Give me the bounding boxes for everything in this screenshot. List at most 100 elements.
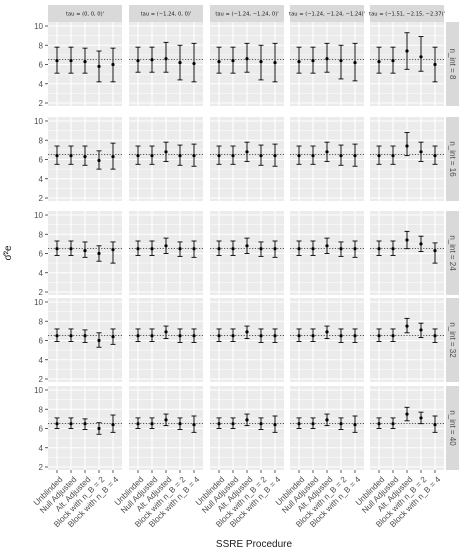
mean-point	[259, 247, 263, 251]
column-strip-label: tau = (−1.51, −2.15, −2.37)'	[369, 12, 445, 18]
column-strip-label: tau = (−1.24, 0, 0)'	[141, 12, 192, 18]
mean-point	[83, 249, 87, 253]
row-strip	[446, 386, 459, 470]
mean-point	[83, 60, 87, 64]
mean-point	[83, 155, 87, 159]
mean-point	[217, 60, 221, 64]
mean-point	[377, 422, 381, 426]
mean-point	[69, 247, 73, 251]
mean-point	[311, 154, 315, 158]
mean-point	[273, 334, 277, 338]
mean-point	[55, 422, 59, 426]
mean-point	[391, 247, 395, 251]
mean-point	[178, 334, 182, 338]
mean-point	[164, 150, 168, 154]
mean-point	[259, 422, 263, 426]
mean-point	[136, 247, 140, 251]
y-tick-label: 2	[39, 288, 44, 297]
mean-point	[273, 60, 277, 65]
column-strip-label: tau = (−1.24, −1.24, −1.24)'	[289, 12, 365, 18]
mean-point	[419, 55, 423, 59]
mean-point	[231, 422, 235, 426]
row-strip-label: n_int = 40	[448, 410, 457, 446]
y-tick-label: 4	[39, 80, 44, 89]
y-tick-label: 2	[39, 194, 44, 203]
mean-point	[164, 418, 168, 422]
mean-point	[353, 423, 357, 427]
mean-point	[297, 247, 301, 251]
mean-point	[55, 59, 59, 63]
mean-point	[111, 248, 115, 252]
mean-point	[245, 418, 249, 422]
mean-point	[325, 244, 329, 248]
mean-point	[245, 57, 249, 61]
mean-point	[377, 60, 381, 64]
mean-point	[339, 154, 343, 158]
mean-point	[391, 334, 395, 338]
mean-point	[111, 335, 115, 339]
mean-point	[433, 249, 437, 253]
mean-point	[339, 334, 343, 338]
x-axis-title: SSRE Procedure	[216, 539, 293, 550]
row-strip	[446, 22, 459, 106]
mean-point	[97, 426, 101, 431]
mean-point	[311, 422, 315, 426]
mean-point	[433, 423, 437, 427]
mean-point	[55, 334, 59, 338]
mean-point	[433, 334, 437, 338]
mean-point	[150, 247, 154, 251]
mean-point	[164, 57, 168, 61]
mean-point	[419, 242, 423, 246]
mean-point	[231, 59, 235, 63]
mean-point	[111, 62, 115, 67]
mean-point	[192, 247, 196, 251]
mean-point	[353, 247, 357, 251]
y-tick-label: 2	[39, 463, 44, 472]
column-strip	[290, 5, 364, 22]
mean-point	[419, 416, 423, 420]
mean-point	[353, 60, 357, 65]
mean-point	[150, 154, 154, 158]
mean-point	[405, 412, 409, 416]
mean-point	[83, 334, 87, 338]
mean-point	[69, 154, 73, 158]
y-tick-label: 8	[39, 230, 44, 239]
mean-point	[217, 154, 221, 158]
mean-point	[136, 154, 140, 158]
mean-point	[273, 154, 277, 158]
mean-point	[339, 59, 343, 63]
mean-point	[325, 330, 329, 334]
mean-point	[150, 334, 154, 338]
mean-point	[259, 334, 263, 338]
column-strip	[129, 5, 203, 22]
mean-point	[97, 64, 101, 69]
mean-point	[377, 334, 381, 338]
column-strip-label: tau = (−1.24, −1.24, 0)'	[215, 12, 278, 18]
mean-point	[231, 334, 235, 338]
mean-point	[377, 247, 381, 251]
mean-point	[231, 247, 235, 251]
mean-point	[433, 62, 437, 67]
row-strip	[446, 298, 459, 382]
mean-point	[217, 247, 221, 251]
row-strip	[446, 117, 459, 201]
row-strip	[446, 211, 459, 295]
mean-point	[164, 330, 168, 334]
mean-point	[311, 59, 315, 63]
y-tick-label: 4	[39, 356, 44, 365]
mean-point	[97, 158, 101, 163]
mean-point	[164, 244, 168, 248]
mean-point	[245, 244, 249, 248]
y-tick-label: 8	[39, 405, 44, 414]
mean-point	[136, 334, 140, 338]
mean-point	[353, 154, 357, 158]
mean-point	[245, 330, 249, 334]
mean-point	[405, 324, 409, 328]
mean-point	[405, 49, 409, 53]
column-strip	[370, 5, 444, 22]
y-tick-label: 10	[34, 386, 43, 395]
mean-point	[111, 155, 115, 159]
y-axis-title: σ̂²e	[2, 245, 14, 261]
y-tick-label: 6	[39, 156, 44, 165]
